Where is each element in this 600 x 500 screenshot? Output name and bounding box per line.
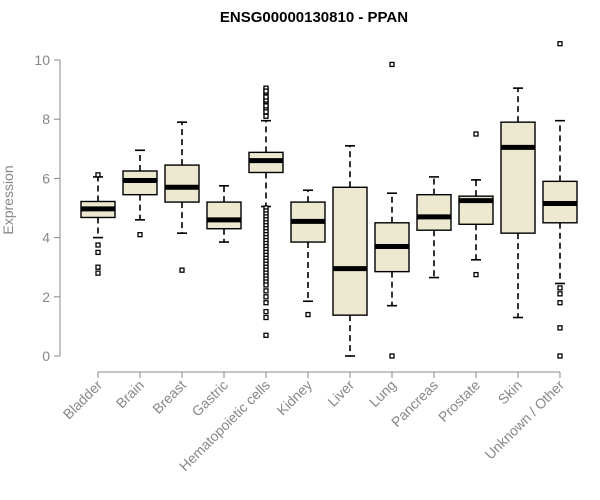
x-tick-label: Skin: [495, 377, 526, 408]
outlier-point: [95, 270, 101, 276]
box-lung: [374, 61, 410, 359]
iqr-box: [206, 201, 242, 230]
outlier-point: [263, 94, 269, 100]
outlier-point: [263, 109, 269, 115]
outlier-point: [263, 332, 269, 338]
chart-title: ENSG00000130810 - PPAN: [220, 9, 408, 26]
box-unknown-other: [542, 41, 578, 359]
x-tick-label: Prostate: [435, 377, 483, 425]
outlier-point: [389, 61, 395, 68]
outlier-point: [263, 300, 269, 306]
outlier-point: [95, 249, 101, 256]
x-tick-label: Bladder: [60, 377, 106, 423]
y-tick-label: 0: [42, 348, 50, 364]
box-breast: [164, 121, 200, 273]
box-bladder: [80, 172, 116, 276]
y-tick-label: 2: [42, 289, 50, 305]
outlier-point: [95, 264, 101, 270]
iqr-box: [500, 121, 536, 234]
x-tick-label: Liver: [324, 377, 357, 410]
x-tick-label: Breast: [149, 377, 189, 417]
y-axis-label: Expression: [0, 165, 16, 234]
outlier-point: [557, 300, 563, 306]
outlier-point: [263, 294, 269, 300]
x-tick-label: Kidney: [274, 377, 316, 419]
y-axis: 0 2 4 6 8 10: [34, 52, 61, 364]
x-tick-label: Unknown / Other: [482, 377, 568, 463]
outlier-point: [263, 282, 269, 288]
outlier-point: [473, 131, 479, 137]
x-tick-label: Lung: [366, 377, 399, 410]
outlier-point: [179, 267, 185, 273]
box-skin: [500, 87, 536, 319]
outlier-point: [263, 314, 269, 321]
iqr-box: [416, 193, 452, 231]
x-tick-label: Pancreas: [388, 377, 441, 430]
outlier-point: [557, 291, 563, 297]
box-hematopoietic-cells: [248, 85, 284, 338]
outlier-point: [263, 88, 269, 94]
outlier-point: [263, 113, 269, 119]
box-kidney: [290, 189, 326, 318]
outlier-point: [263, 103, 269, 109]
outlier-point: [389, 353, 395, 359]
box-gastric: [206, 185, 242, 243]
x-tick-label: Brain: [113, 377, 147, 411]
box-prostate: [458, 131, 494, 278]
iqr-box: [332, 186, 368, 316]
outlier-point: [557, 41, 563, 47]
outlier-point: [263, 308, 269, 315]
outlier-point: [557, 353, 563, 359]
y-tick-label: 8: [42, 111, 50, 127]
y-tick-label: 6: [42, 170, 50, 186]
outlier-point: [263, 288, 269, 294]
iqr-box: [164, 164, 200, 203]
outlier-point: [557, 285, 563, 291]
outlier-point: [305, 311, 311, 318]
boxes-group: [80, 41, 578, 359]
outlier-point: [95, 242, 101, 248]
y-tick-label: 10: [34, 52, 50, 68]
box-pancreas: [416, 176, 452, 279]
outlier-point: [95, 172, 101, 178]
y-tick-label: 4: [42, 230, 50, 246]
outlier-point: [557, 325, 563, 331]
box-liver: [332, 145, 368, 357]
outlier-point: [137, 231, 143, 238]
outlier-point: [473, 271, 479, 278]
box-brain: [122, 149, 158, 238]
